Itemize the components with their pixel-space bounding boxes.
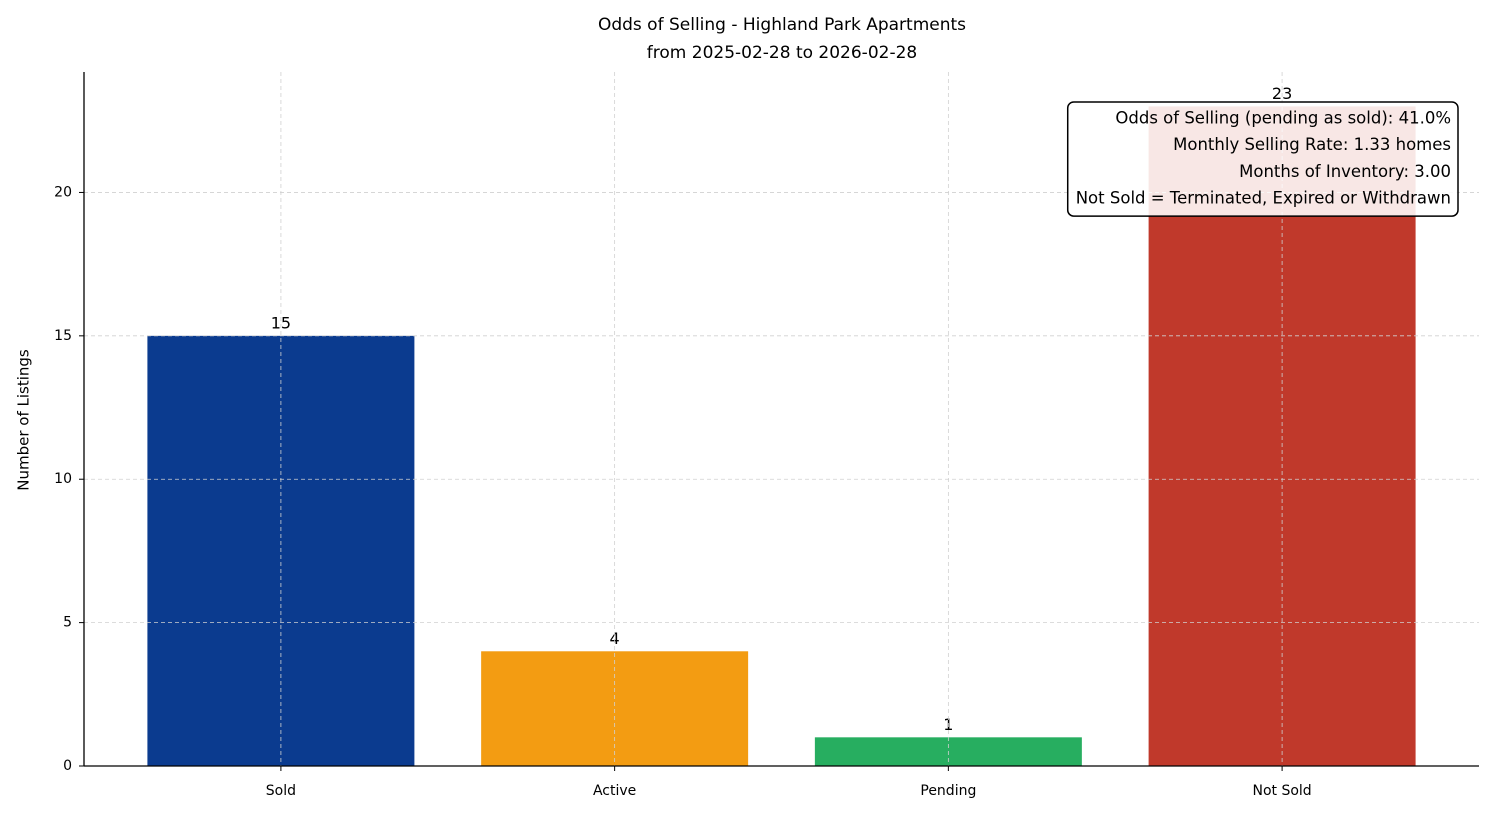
y-axis-label: Number of Listings — [15, 349, 33, 491]
x-tick-label: Active — [593, 783, 636, 799]
annotation-box — [1066, 101, 1459, 217]
y-tick-label: 0 — [63, 758, 72, 774]
x-tick-label: Sold — [266, 783, 296, 799]
annotation-line: Odds of Selling (pending as sold): 41.0% — [1115, 109, 1451, 128]
annotation-line: Not Sold = Terminated, Expired or Withdr… — [1076, 189, 1451, 208]
x-tick-label: Not Sold — [1252, 783, 1311, 799]
y-tick-label: 20 — [54, 184, 72, 200]
value-label: 15 — [271, 313, 291, 332]
value-label: 4 — [610, 629, 620, 648]
y-tick-label: 15 — [54, 328, 72, 344]
chart-subtitle: from 2025-02-28 to 2026-02-28 — [647, 43, 917, 63]
y-tick-label: 10 — [54, 471, 72, 487]
y-tick-label: 5 — [63, 615, 72, 631]
annotation-line: Monthly Selling Rate: 1.33 homes — [1173, 135, 1451, 154]
x-tick-label: Pending — [920, 783, 976, 799]
chart-title: Odds of Selling - Highland Park Apartmen… — [598, 15, 966, 35]
annotation-line: Months of Inventory: 3.00 — [1239, 162, 1451, 181]
